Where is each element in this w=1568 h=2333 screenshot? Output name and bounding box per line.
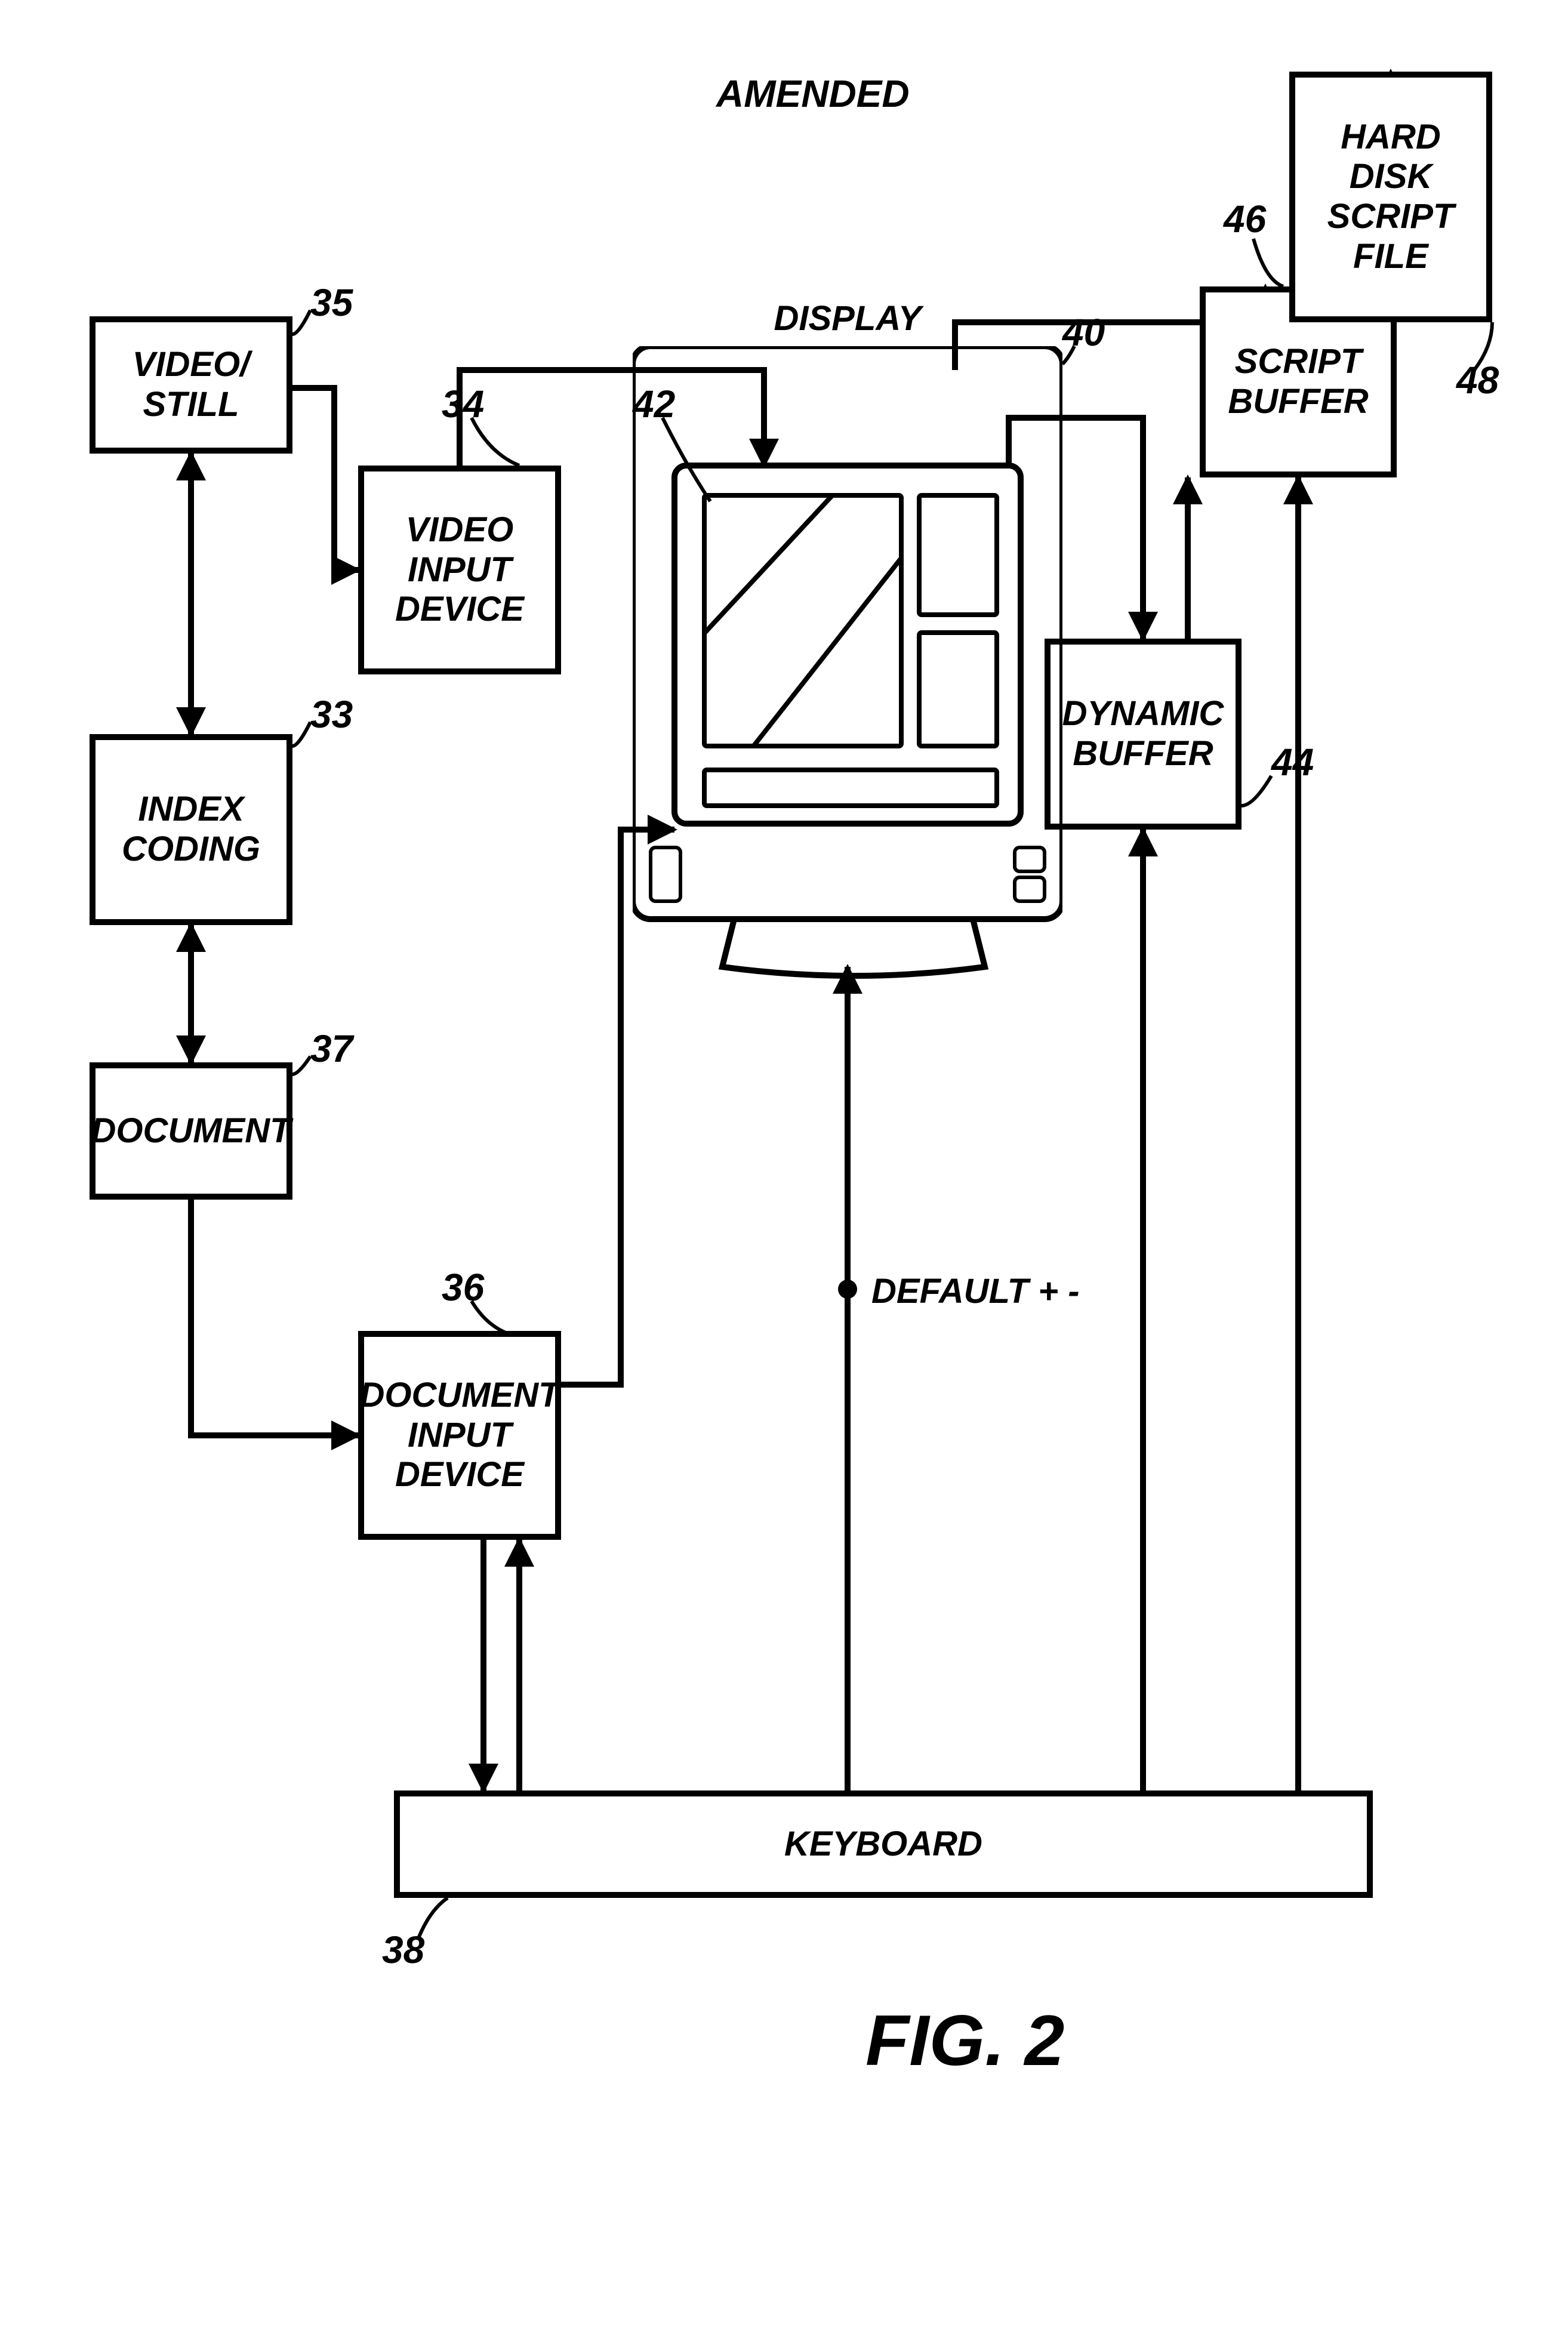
ref-44: 44 — [1271, 740, 1314, 784]
ref-36: 36 — [442, 1265, 484, 1309]
ref-38: 38 — [382, 1928, 424, 1972]
block-video-input: VIDEO INPUT DEVICE — [358, 466, 561, 674]
ref-35: 35 — [310, 281, 353, 325]
display-title: DISPLAY — [633, 298, 1062, 338]
ref-34: 34 — [442, 382, 484, 426]
block-label: HARD DISK SCRIPT FILE — [1327, 118, 1455, 277]
display-assembly: DISPLAY — [633, 298, 1062, 979]
block-dynamic-buf: DYNAMIC BUFFER — [1045, 639, 1242, 830]
block-video-still: VIDEO/ STILL — [90, 316, 292, 454]
ref-33: 33 — [310, 692, 353, 736]
ref-37: 37 — [310, 1027, 353, 1071]
block-hard-disk: HARD DISK SCRIPT FILE — [1289, 72, 1492, 322]
block-label: KEYBOARD — [784, 1825, 982, 1864]
block-label: VIDEO/ STILL — [133, 345, 250, 424]
ref-48: 48 — [1456, 358, 1499, 402]
block-document: DOCUMENT — [90, 1062, 292, 1200]
default-plus-minus-label: DEFAULT + - — [871, 1271, 1080, 1311]
ref-40: 40 — [1062, 310, 1105, 355]
block-label: DYNAMIC BUFFER — [1062, 694, 1224, 773]
block-label: DOCUMENT INPUT DEVICE — [359, 1376, 559, 1495]
figure-page: AMENDED VIDEO/ STILL INDEX CODING DOCUME… — [0, 0, 1568, 2333]
block-doc-input: DOCUMENT INPUT DEVICE — [358, 1331, 561, 1540]
block-label: SCRIPT BUFFER — [1228, 342, 1368, 421]
ref-46: 46 — [1224, 197, 1266, 241]
block-label: INDEX CODING — [122, 790, 260, 869]
block-keyboard: KEYBOARD — [394, 1790, 1373, 1898]
figure-caption: FIG. 2 — [865, 1999, 1064, 2082]
ref-42: 42 — [633, 382, 675, 426]
block-index-coding: INDEX CODING — [90, 734, 292, 925]
block-label: DOCUMENT — [91, 1111, 291, 1151]
block-label: VIDEO INPUT DEVICE — [395, 510, 524, 630]
